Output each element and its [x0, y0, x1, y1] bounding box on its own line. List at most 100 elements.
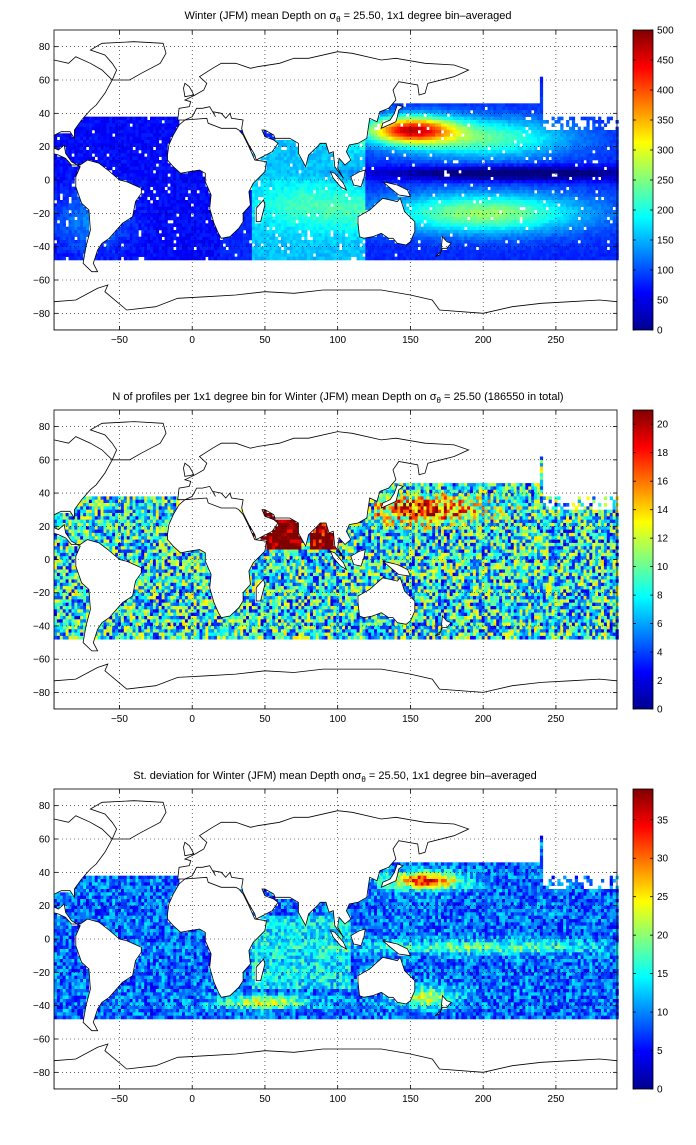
heatmap-cell	[598, 200, 602, 204]
heatmap-cell	[609, 193, 613, 197]
heatmap-cell	[548, 206, 552, 211]
heatmap-cell	[388, 180, 392, 184]
heatmap-cell	[54, 166, 58, 171]
heatmap-cell	[150, 220, 154, 224]
heatmap-cell	[120, 140, 125, 144]
heatmap-cell	[379, 153, 384, 157]
heatmap-cell	[385, 193, 389, 197]
heatmap-cell	[589, 183, 593, 187]
heatmap-cell	[88, 146, 93, 151]
heatmap-cell	[251, 186, 256, 191]
heatmap-cell	[283, 193, 288, 197]
heatmap-cell	[103, 156, 107, 161]
heatmap-cell	[516, 116, 520, 121]
heatmap-cell	[449, 216, 453, 221]
heatmap-cell	[112, 143, 116, 147]
heatmap-cell	[568, 210, 573, 214]
heatmap-cell	[54, 213, 58, 217]
heatmap-cell	[132, 226, 136, 231]
heatmap-cell	[307, 203, 311, 207]
heatmap-cell	[580, 173, 584, 177]
heatmap-cell	[246, 213, 250, 217]
heatmap-cell	[208, 196, 212, 201]
heatmap-cell	[115, 160, 119, 164]
heatmap-cell	[147, 126, 151, 131]
heatmap-cell	[202, 180, 206, 184]
heatmap-cell	[519, 136, 523, 141]
heatmap-cell	[359, 186, 363, 191]
heatmap-cell	[609, 206, 613, 211]
heatmap-cell	[71, 216, 75, 221]
heatmap-cell	[522, 190, 526, 194]
heatmap-cell	[548, 196, 552, 201]
heatmap-cell	[478, 216, 483, 221]
heatmap-cell	[97, 146, 101, 151]
heatmap-cell	[158, 213, 162, 217]
heatmap-cell	[315, 216, 320, 221]
heatmap-cell	[132, 176, 136, 181]
heatmap-cell	[158, 173, 162, 177]
heatmap-cell	[504, 146, 509, 151]
heatmap-cell	[513, 163, 517, 167]
heatmap-cell	[490, 223, 494, 227]
heatmap-cell	[563, 193, 567, 197]
heatmap-cell	[438, 176, 442, 181]
heatmap-cell	[272, 190, 276, 194]
heatmap-cell	[176, 223, 180, 227]
heatmap-cell	[347, 206, 352, 211]
heatmap-cell	[350, 200, 354, 204]
heatmap-cell	[583, 180, 587, 184]
heatmap-cell	[574, 176, 579, 181]
heatmap-cell	[83, 146, 87, 151]
heatmap-cell	[388, 150, 392, 154]
heatmap-cell	[196, 193, 200, 197]
heatmap-cell	[144, 183, 148, 187]
heatmap-cell	[420, 120, 424, 124]
heatmap-cell	[193, 200, 197, 204]
heatmap-cell	[603, 160, 608, 164]
heatmap-cell	[516, 180, 520, 184]
heatmap-cell	[539, 83, 544, 87]
heatmap-cell	[475, 173, 480, 177]
heatmap-cell	[289, 206, 293, 211]
heatmap-cell	[266, 156, 270, 161]
heatmap-cell	[534, 126, 538, 131]
heatmap-cell	[577, 220, 581, 224]
heatmap-cell	[493, 103, 497, 107]
heatmap-cell	[318, 193, 322, 197]
heatmap-cell	[414, 210, 418, 214]
heatmap-cell	[312, 220, 317, 224]
heatmap-cell	[312, 196, 317, 201]
heatmap-cell	[507, 213, 512, 217]
heatmap-cell	[141, 196, 145, 201]
heatmap-cell	[513, 146, 517, 151]
heatmap-cell	[475, 153, 480, 157]
heatmap-cell	[432, 226, 436, 231]
heatmap-cell	[461, 153, 465, 157]
heatmap-cell	[193, 226, 197, 231]
heatmap-cell	[461, 170, 465, 174]
heatmap-cell	[312, 230, 317, 234]
heatmap-cell	[307, 226, 311, 231]
heatmap-cell	[289, 156, 293, 161]
heatmap-cell	[577, 156, 581, 161]
heatmap-cell	[438, 220, 442, 224]
heatmap-cell	[435, 196, 439, 201]
heatmap-cell	[54, 226, 58, 231]
heatmap-cell	[577, 143, 581, 147]
heatmap-cell	[612, 220, 616, 224]
heatmap-cell	[68, 186, 72, 191]
heatmap-cell	[106, 133, 110, 137]
heatmap-cell	[403, 206, 407, 211]
heatmap-cell	[522, 143, 526, 147]
heatmap-cell	[292, 226, 296, 231]
heatmap-cell	[272, 176, 276, 181]
heatmap-cell	[115, 130, 119, 134]
heatmap-cell	[499, 136, 503, 141]
heatmap-cell	[586, 136, 590, 141]
heatmap-cell	[275, 210, 279, 214]
heatmap-cell	[286, 216, 290, 221]
heatmap-cell	[164, 126, 168, 131]
heatmap-cell	[475, 136, 480, 141]
heatmap-cell	[452, 180, 456, 184]
